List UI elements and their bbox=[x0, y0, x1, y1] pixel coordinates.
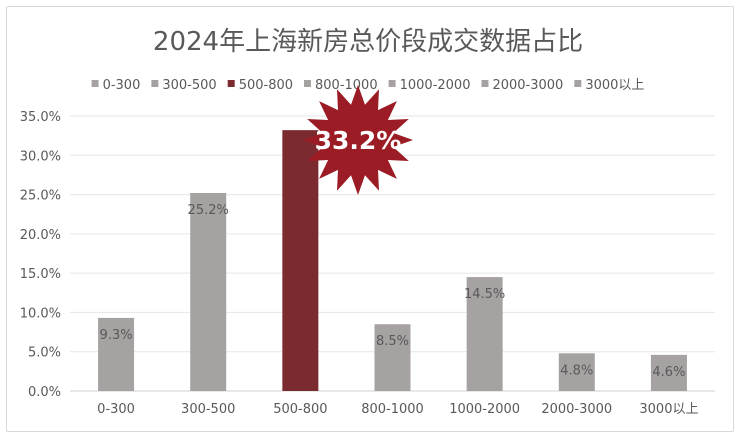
bar-1000-2000 bbox=[466, 277, 503, 391]
y-tick-label: 15.0% bbox=[20, 267, 61, 282]
callout-starburst: 33.2% bbox=[303, 85, 413, 195]
y-tick-label: 30.0% bbox=[20, 149, 61, 164]
y-tick-label: 5.0% bbox=[28, 346, 61, 361]
legend-label: 1000-2000 bbox=[400, 78, 471, 93]
bars bbox=[98, 130, 687, 391]
legend-label: 500-800 bbox=[239, 78, 293, 93]
chart-title: 2024年上海新房总价段成交数据占比 bbox=[153, 27, 583, 57]
data-label: 9.3% bbox=[100, 328, 133, 343]
data-labels: 9.3% 25.2% 8.5% 14.5% 4.8% 4.6% bbox=[100, 203, 686, 380]
y-tick-label: 35.0% bbox=[20, 110, 61, 125]
bar-2000-3000 bbox=[558, 353, 595, 391]
x-tick-label: 800-1000 bbox=[361, 402, 424, 417]
bar-300-500 bbox=[190, 193, 227, 391]
x-tick-label: 500-800 bbox=[273, 402, 327, 417]
legend-swatch bbox=[151, 80, 159, 87]
y-tick-label: 10.0% bbox=[20, 306, 61, 321]
grid-lines bbox=[70, 115, 715, 392]
bar-3000以上 bbox=[650, 354, 687, 391]
legend-swatch bbox=[574, 80, 582, 87]
data-label: 8.5% bbox=[376, 334, 409, 349]
data-label: 25.2% bbox=[188, 203, 229, 218]
callout-label: 33.2% bbox=[315, 126, 402, 155]
x-tick-label: 2000-3000 bbox=[541, 402, 612, 417]
legend-swatch bbox=[91, 80, 99, 87]
x-tick-label: 0-300 bbox=[97, 402, 135, 417]
data-label: 4.6% bbox=[652, 365, 685, 380]
x-axis: 0-300 300-500 500-800 800-1000 1000-2000 2000… bbox=[97, 402, 698, 417]
legend-label: 0-300 bbox=[103, 78, 141, 93]
bar-500-800 bbox=[282, 130, 319, 391]
x-tick-label: 300-500 bbox=[181, 402, 235, 417]
bar-0-300 bbox=[98, 317, 135, 391]
legend-swatch bbox=[304, 80, 312, 87]
legend-label: 3000以上 bbox=[585, 78, 644, 93]
legend-swatch bbox=[227, 80, 235, 87]
data-label: 14.5% bbox=[464, 287, 505, 302]
data-label: 4.8% bbox=[560, 363, 593, 378]
bar-800-1000 bbox=[374, 324, 411, 391]
legend-label: 800-1000 bbox=[315, 78, 378, 93]
legend-label: 2000-3000 bbox=[492, 78, 563, 93]
legend: 0-300 300-500 500-800 800-1000 1000-2000 2000… bbox=[91, 78, 644, 93]
y-tick-label: 25.0% bbox=[20, 189, 61, 204]
y-tick-label: 20.0% bbox=[20, 228, 61, 243]
x-tick-label: 3000以上 bbox=[639, 402, 698, 417]
legend-swatch bbox=[388, 80, 396, 87]
y-tick-label: 0.0% bbox=[28, 385, 61, 400]
legend-swatch bbox=[481, 80, 489, 87]
x-tick-label: 1000-2000 bbox=[449, 402, 520, 417]
legend-label: 300-500 bbox=[162, 78, 216, 93]
starburst-shape bbox=[303, 85, 413, 195]
y-axis: 0.0% 5.0% 10.0% 15.0% 20.0% 25.0% 30.0% 35.0% bbox=[20, 110, 61, 400]
